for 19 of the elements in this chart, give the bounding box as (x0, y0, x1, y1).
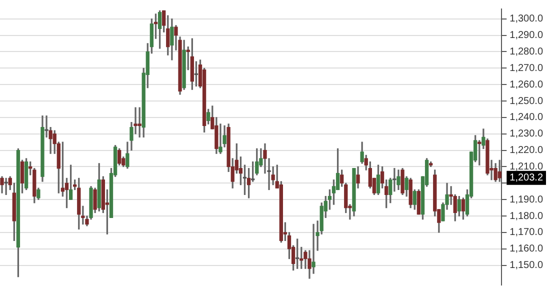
y-tick-label: 1,180.0 (510, 210, 544, 222)
y-tick-label: 1,150.0 (510, 260, 544, 272)
y-tick-label: 1,230.0 (510, 128, 544, 140)
y-tick-label: 1,240.0 (510, 112, 544, 124)
y-tick-label: 1,210.0 (510, 161, 544, 172)
y-tick-label: 1,260.0 (510, 79, 544, 90)
text: 1,203.2 (510, 172, 544, 184)
candlestick (138, 107, 142, 138)
y-tick-label: 1,220.0 (510, 145, 544, 156)
y-tick-label: 1,270.0 (510, 62, 544, 74)
y-tick-label: 1,250.0 (510, 96, 544, 107)
candlestick (312, 224, 316, 274)
y-tick-label: 1,290.0 (510, 30, 544, 42)
y-tick-label: 1,300.0 (510, 14, 544, 25)
y-tick-label: 1,190.0 (510, 194, 544, 206)
y-tick-label: 1,160.0 (510, 244, 544, 255)
candlestick (4, 178, 8, 195)
y-tick-label: 1,280.0 (510, 46, 544, 58)
y-tick-label: 1,170.0 (510, 227, 544, 238)
